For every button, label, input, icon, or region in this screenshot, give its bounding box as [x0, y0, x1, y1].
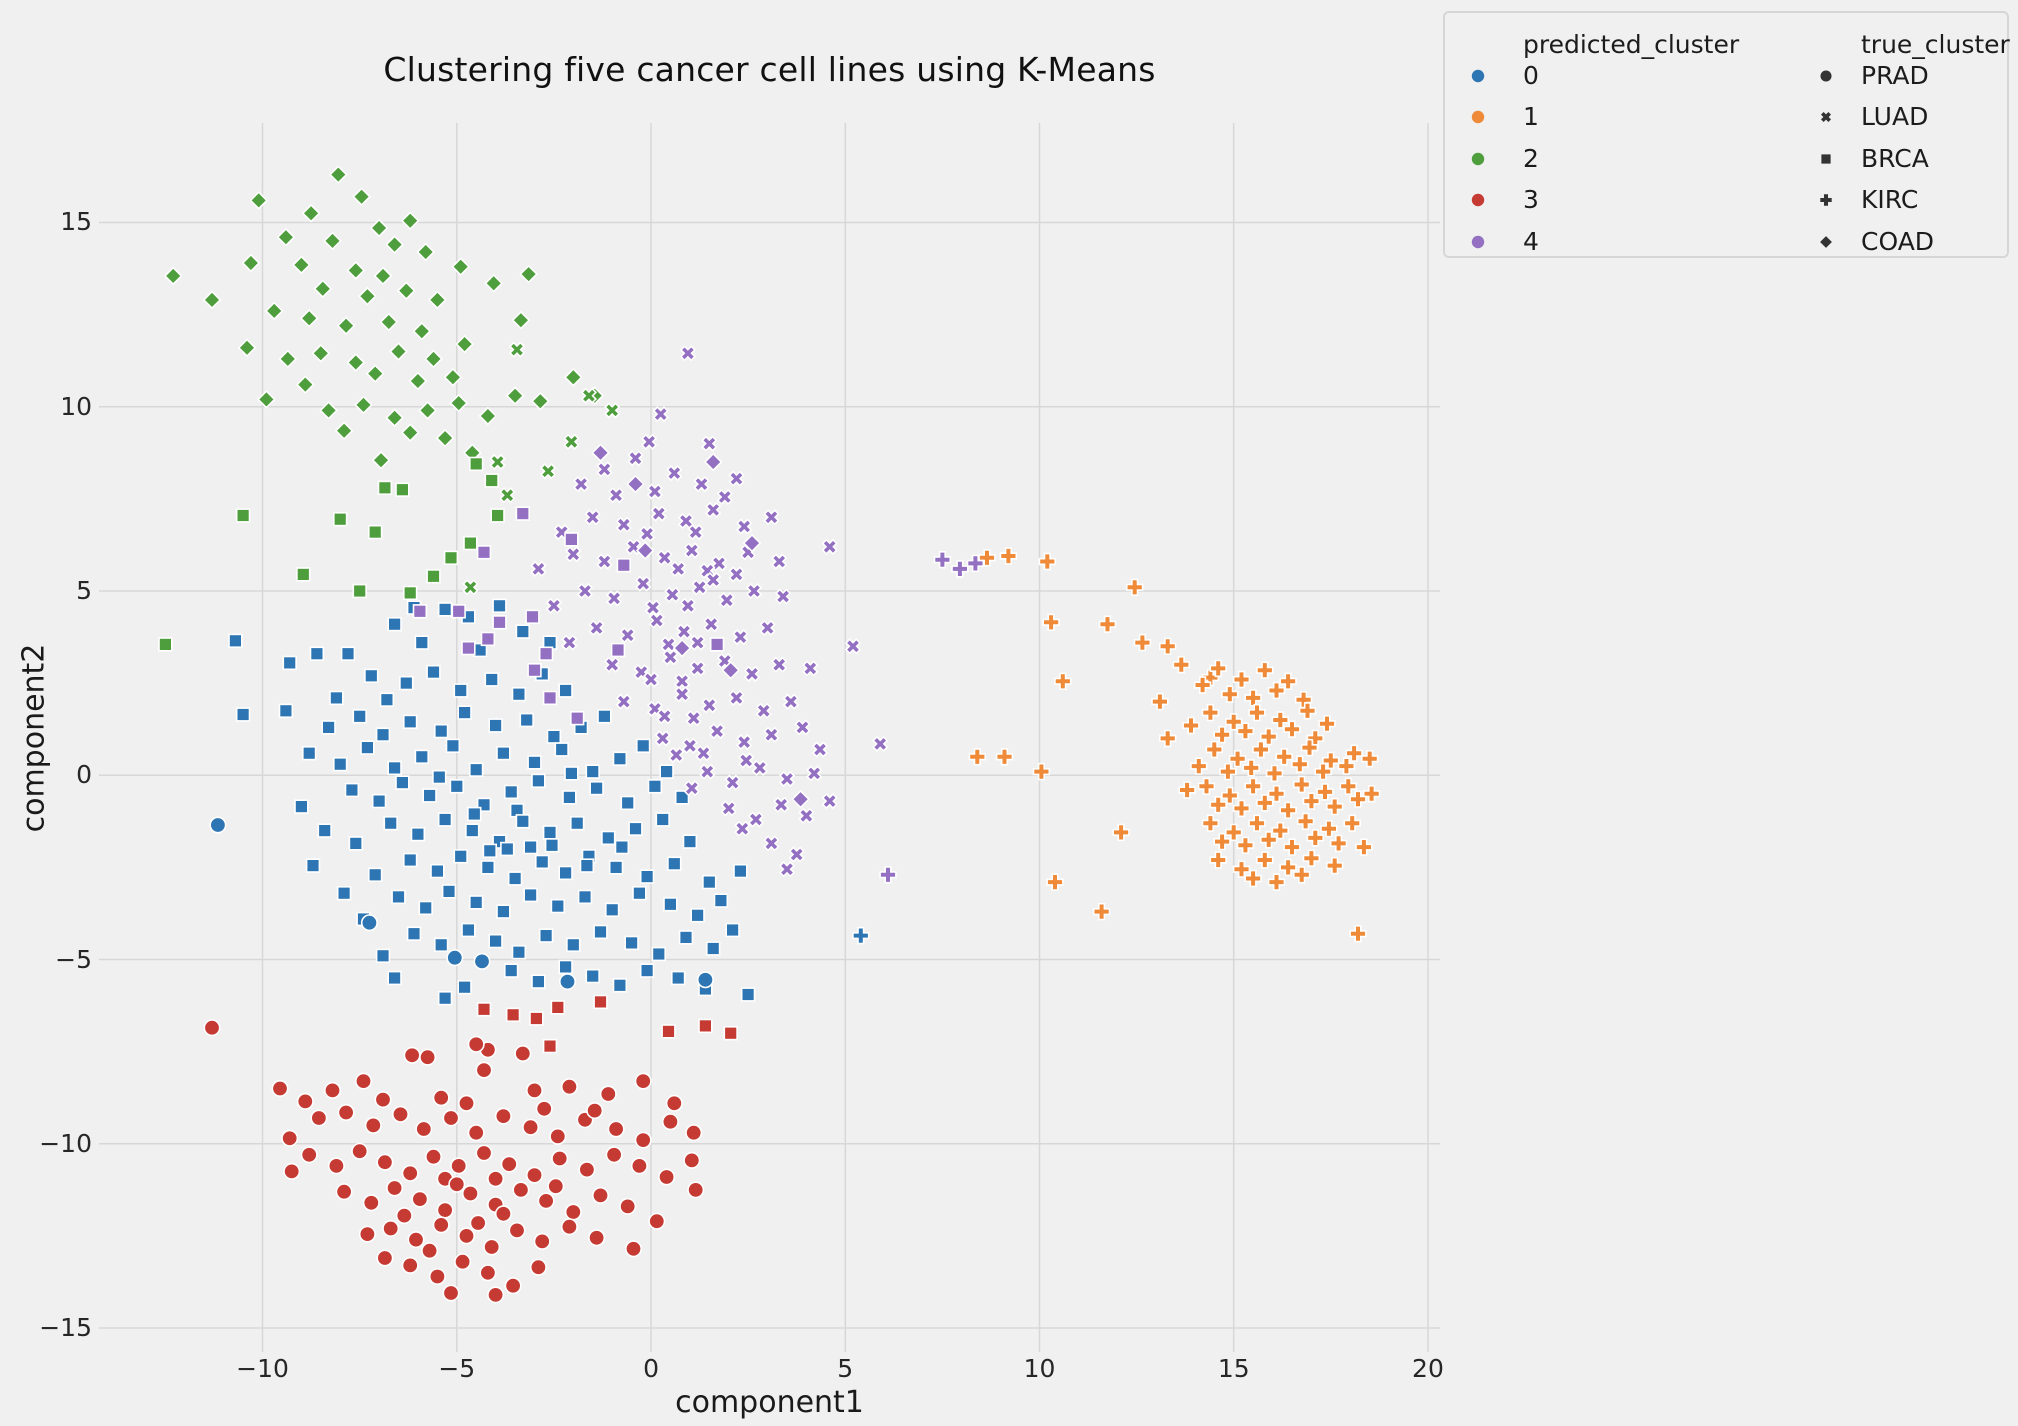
legend-item-prad: PRAD: [1445, 59, 1929, 93]
y-tick-label: 10: [60, 391, 92, 421]
legend-item-cluster-2: 2: [1445, 142, 1745, 176]
legend-item-label: PRAD: [1861, 61, 1929, 90]
x-tick-label: 10: [1023, 1354, 1056, 1383]
scatter-plot-canvas: [99, 123, 1440, 1352]
legend-item-kirc: KIRC: [1445, 183, 1918, 217]
y-tick-label: 5: [76, 576, 92, 605]
y-tick-label: 0: [76, 760, 92, 790]
series-cluster0-BRCA: [228, 598, 756, 1006]
x-tick-label: −5: [438, 1354, 476, 1383]
y-tick-label: −10: [39, 1128, 92, 1158]
series-cluster2-LUAD: [462, 341, 621, 596]
legend-item-label: BRCA: [1861, 143, 1929, 173]
legend-item-label: 1: [1523, 102, 1539, 132]
cluster-color-icon: [1471, 111, 1485, 124]
legend-hue-title: predicted_cluster: [1523, 30, 1740, 59]
gridlines: [99, 123, 1440, 1352]
y-tick-label: −5: [55, 944, 92, 974]
series-cluster1-KIRC: [968, 547, 1381, 943]
prad-marker-icon: [1820, 70, 1832, 82]
luad-marker-icon: [1820, 112, 1832, 123]
legend-item-cluster-0: 0: [1445, 59, 1745, 93]
series-cluster4-BRCA: [412, 506, 725, 726]
series-cluster0-KIRC: [852, 926, 870, 945]
legend-item-label: 3: [1523, 185, 1539, 215]
legend-item-label: KIRC: [1861, 185, 1919, 215]
plot-area: [99, 123, 1440, 1352]
legend-item-cluster-1: 1: [1445, 100, 1745, 134]
legend-item-brca: BRCA: [1445, 142, 1929, 176]
series-cluster0-PRAD: [209, 816, 714, 991]
legend-item-label: 2: [1523, 143, 1539, 173]
legend-item-cluster-4: 4: [1445, 225, 1745, 259]
legend-item-luad: LUAD: [1445, 100, 1928, 134]
x-tick-label: 15: [1217, 1354, 1250, 1383]
y-axis-label: component2: [16, 643, 52, 833]
cluster-color-icon: [1471, 69, 1485, 83]
legend-item-cluster-3: 3: [1445, 183, 1745, 217]
legend-item-label: COAD: [1861, 226, 1935, 256]
cluster-color-icon: [1471, 235, 1485, 248]
y-tick-label: 15: [60, 207, 92, 237]
series-cluster4-KIRC: [879, 551, 985, 884]
legend-item-label: 0: [1523, 61, 1539, 90]
legend: predicted_cluster true_cluster 0 1 2 3 4 PRA…: [1443, 11, 2010, 259]
series-cluster2-BRCA: [158, 456, 505, 652]
chart-title: Clustering five cancer cell lines using …: [383, 50, 1156, 89]
series-cluster3-BRCA: [476, 994, 738, 1054]
series-cluster2-COAD: [163, 165, 605, 470]
brca-marker-icon: [1821, 154, 1831, 164]
y-tick-label: −15: [39, 1313, 92, 1343]
series-cluster4-LUAD: [530, 345, 889, 878]
series-cluster3-PRAD: [203, 1019, 705, 1304]
x-tick-label: 20: [1412, 1354, 1444, 1383]
legend-item-label: 4: [1523, 226, 1539, 256]
legend-style-title: true_cluster: [1861, 30, 2010, 59]
legend-item-label: LUAD: [1861, 102, 1929, 132]
coad-marker-icon: [1820, 235, 1832, 248]
series-cluster4-COAD: [591, 443, 810, 809]
cluster-color-icon: [1471, 193, 1485, 207]
x-axis-label: component1: [675, 1385, 864, 1420]
cluster-color-icon: [1471, 152, 1485, 165]
x-tick-label: 5: [837, 1354, 854, 1383]
x-tick-label: −10: [236, 1354, 289, 1383]
x-tick-label: 0: [643, 1354, 659, 1383]
kirc-marker-icon: [1820, 194, 1832, 206]
legend-item-coad: COAD: [1445, 225, 1934, 259]
